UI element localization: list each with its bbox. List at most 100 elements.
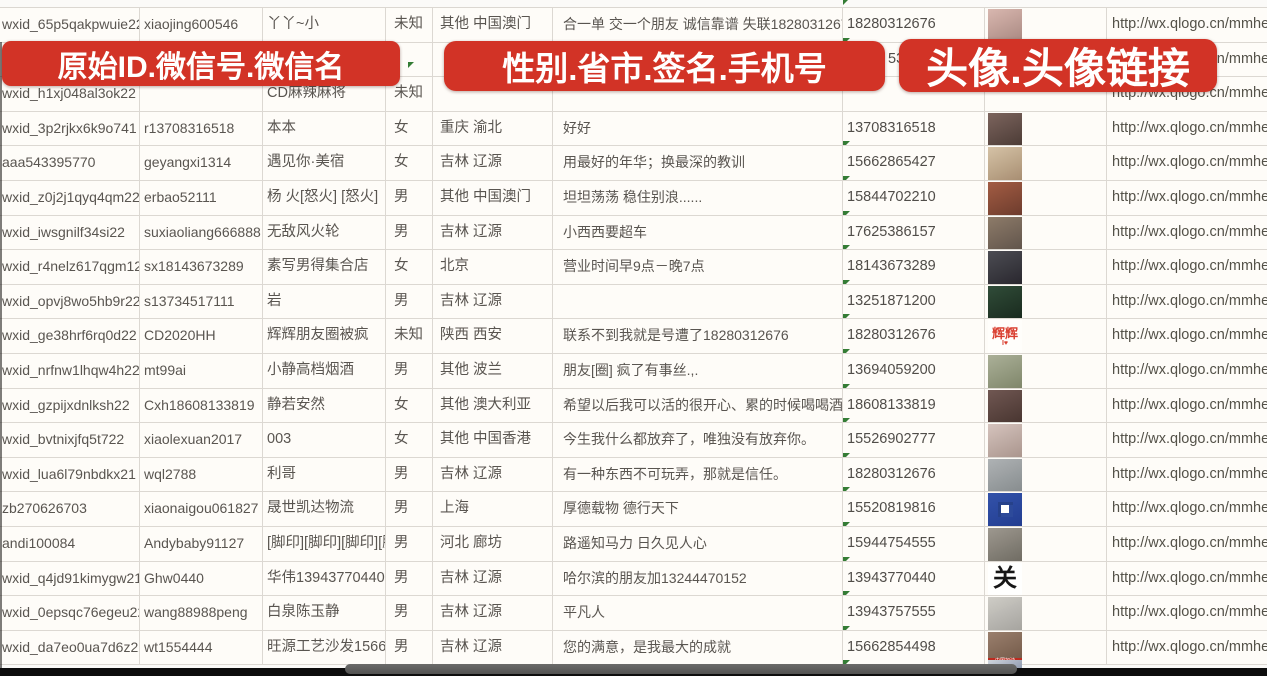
cell-region[interactable]: 吉林 辽源: [433, 561, 553, 597]
avatar-image[interactable]: [988, 597, 1022, 630]
cell-gender[interactable]: 男: [386, 630, 433, 666]
cell-wechat_id[interactable]: Andybaby91127: [140, 526, 263, 562]
cell-signature[interactable]: 您的满意，是我最大的成就: [553, 630, 843, 666]
cell-wxid[interactable]: wxid_0epsqc76egeu22: [0, 596, 140, 631]
cell-phone[interactable]: [843, 77, 985, 112]
cell-signature[interactable]: 营业时间早9点－晚7点: [553, 250, 843, 285]
cell-link[interactable]: http://wx.qlogo.cn/mmhead: [1107, 354, 1267, 389]
cell-wechat_id[interactable]: mt99ai: [140, 353, 263, 389]
cell-link[interactable]: http://wx.qlogo.cn/mmhead: [1107, 112, 1267, 147]
cell-region[interactable]: 其他 波兰: [433, 353, 553, 389]
cell-link[interactable]: http://wx.qlogo.cn/mmhead: [1107, 492, 1267, 527]
cell-avatar[interactable]: [985, 77, 1107, 112]
cell-link[interactable]: http://wx.qlogo.cn/mmhead: [1107, 631, 1267, 666]
cell-name[interactable]: 岩: [263, 284, 386, 320]
avatar-image[interactable]: [988, 112, 1022, 146]
cell-gender[interactable]: 未知: [386, 319, 433, 354]
cell-name[interactable]: 无敌风火轮: [263, 215, 386, 251]
avatar-image[interactable]: 辉辉 I♥: [988, 320, 1022, 353]
cell-wechat_id[interactable]: wt1554444: [140, 630, 263, 666]
cell-name[interactable]: 晟世凯达物流: [263, 492, 386, 527]
cell-region[interactable]: [433, 77, 553, 112]
cell-wechat_id[interactable]: s13734517111: [140, 284, 263, 320]
cell-region[interactable]: 其他 中国香港: [433, 423, 553, 458]
cell-phone[interactable]: 18608133819: [843, 388, 985, 424]
cell-region[interactable]: 上海: [433, 492, 553, 527]
cell-region[interactable]: 吉林 辽源: [433, 596, 553, 631]
cell-wechat_id[interactable]: suxiaoliang666888: [140, 215, 263, 251]
cell-phone[interactable]: 18280312676: [843, 319, 985, 354]
cell-link[interactable]: http://wx.qlogo.cn/mmhead: [1107, 216, 1267, 251]
cell-wxid[interactable]: wxid_h1xj048al3ok22: [0, 77, 140, 112]
cell-name[interactable]: 003: [263, 423, 386, 458]
cell-region[interactable]: 吉林 辽源: [433, 630, 553, 666]
avatar-image[interactable]: [988, 424, 1022, 457]
cell-phone[interactable]: 13943757555: [843, 596, 985, 631]
cell-avatar[interactable]: [985, 146, 1107, 181]
cell-gender[interactable]: 男: [386, 215, 433, 251]
cell-gender[interactable]: 男: [386, 526, 433, 562]
cell-link[interactable]: http://wx.qlogo.cn/mmhead: [1107, 596, 1267, 631]
cell-wxid[interactable]: wxid_bvtnixjfq5t722: [0, 423, 140, 458]
cell-name[interactable]: 静若安然: [263, 388, 386, 424]
cell-name[interactable]: CD麻辣麻将: [263, 77, 386, 112]
cell-gender[interactable]: 未知: [386, 77, 433, 112]
cell-region[interactable]: 吉林 辽源: [433, 215, 553, 251]
avatar-image[interactable]: [988, 493, 1022, 526]
cell-phone[interactable]: 15520819816: [843, 492, 985, 527]
avatar-image[interactable]: [988, 251, 1022, 284]
cell-phone[interactable]: 18280312676: [843, 457, 985, 493]
cell-wechat_id[interactable]: erbao52111: [140, 180, 263, 216]
cell-gender[interactable]: 女: [386, 388, 433, 424]
cell-signature[interactable]: 朋友[圈] 疯了有事丝.,.: [553, 353, 843, 389]
cell-wechat_id[interactable]: wql2788: [140, 457, 263, 493]
cell-gender[interactable]: 男: [386, 353, 433, 389]
cell-wechat_id[interactable]: sx18143673289: [140, 250, 263, 285]
cell-name[interactable]: 辉辉朋友圈被疯: [263, 319, 386, 354]
cell-avatar[interactable]: [985, 423, 1107, 458]
avatar-image[interactable]: [988, 285, 1022, 319]
cell-gender[interactable]: 女: [386, 250, 433, 285]
cell-phone[interactable]: 15662865427: [843, 146, 985, 181]
cell-wechat_id[interactable]: Ghw0440: [140, 561, 263, 597]
cell-region[interactable]: 陕西 西安: [433, 319, 553, 354]
cell-phone[interactable]: 13694059200: [843, 353, 985, 389]
cell-name[interactable]: [脚印][脚印][脚印][脚: [263, 526, 386, 562]
cell-phone[interactable]: 15526902777: [843, 423, 985, 458]
cell-avatar[interactable]: [985, 180, 1107, 216]
avatar-image[interactable]: [988, 147, 1022, 180]
cell-region[interactable]: 吉林 辽源: [433, 457, 553, 493]
cell-signature[interactable]: 今生我什么都放弃了，唯独没有放弃你。: [553, 423, 843, 458]
cell-avatar[interactable]: [985, 111, 1107, 147]
cell-link[interactable]: http://wx.qlogo.cn/mmhead: [1107, 527, 1267, 562]
cell-name[interactable]: 素写男得集合店: [263, 250, 386, 285]
cell-name[interactable]: 丫丫~小: [263, 8, 386, 43]
cell-wxid[interactable]: wxid_3p2rjkx6k9o741: [0, 111, 140, 147]
avatar-image[interactable]: [988, 458, 1022, 492]
cell-gender[interactable]: 未知: [386, 8, 433, 43]
cell-gender[interactable]: 女: [386, 146, 433, 181]
cell-avatar[interactable]: [985, 8, 1107, 43]
cell-link[interactable]: http://wx.qlogo.cn/mmhead: [1107, 146, 1267, 181]
cell-avatar[interactable]: [985, 457, 1107, 493]
cell-name[interactable]: 华伟13943770440: [263, 561, 386, 597]
cell-wxid[interactable]: wxid_r4nelz617qgm12: [0, 250, 140, 285]
cell-avatar[interactable]: [985, 284, 1107, 320]
cell-avatar[interactable]: 辉辉 I♥: [985, 319, 1107, 354]
cell-signature[interactable]: [553, 77, 843, 112]
cell-wechat_id[interactable]: xiaojing600546: [140, 8, 263, 43]
cell-gender[interactable]: 女: [386, 111, 433, 147]
cell-region[interactable]: 其他 中国澳门: [433, 180, 553, 216]
cell-link[interactable]: http://wx.qlogo.cn/mmhead: [1107, 319, 1267, 354]
cell-signature[interactable]: 合一单 交一个朋友 诚信靠谱 失联18280312676: [553, 8, 843, 43]
cell-wechat_id[interactable]: [140, 77, 263, 112]
cell-wechat_id[interactable]: Cxh18608133819: [140, 388, 263, 424]
cell-wechat_id[interactable]: geyangxi1314: [140, 146, 263, 181]
cell-name[interactable]: 利哥: [263, 457, 386, 493]
cell-wxid[interactable]: wxid_iwsgnilf34si22: [0, 215, 140, 251]
avatar-image[interactable]: [988, 9, 1022, 42]
cell-name[interactable]: 杨 火[怒火] [怒火]: [263, 180, 386, 216]
cell-signature[interactable]: 平凡人: [553, 596, 843, 631]
cell-name[interactable]: 旺源工艺沙发15662854: [263, 630, 386, 666]
cell-phone[interactable]: 17625386157: [843, 215, 985, 251]
